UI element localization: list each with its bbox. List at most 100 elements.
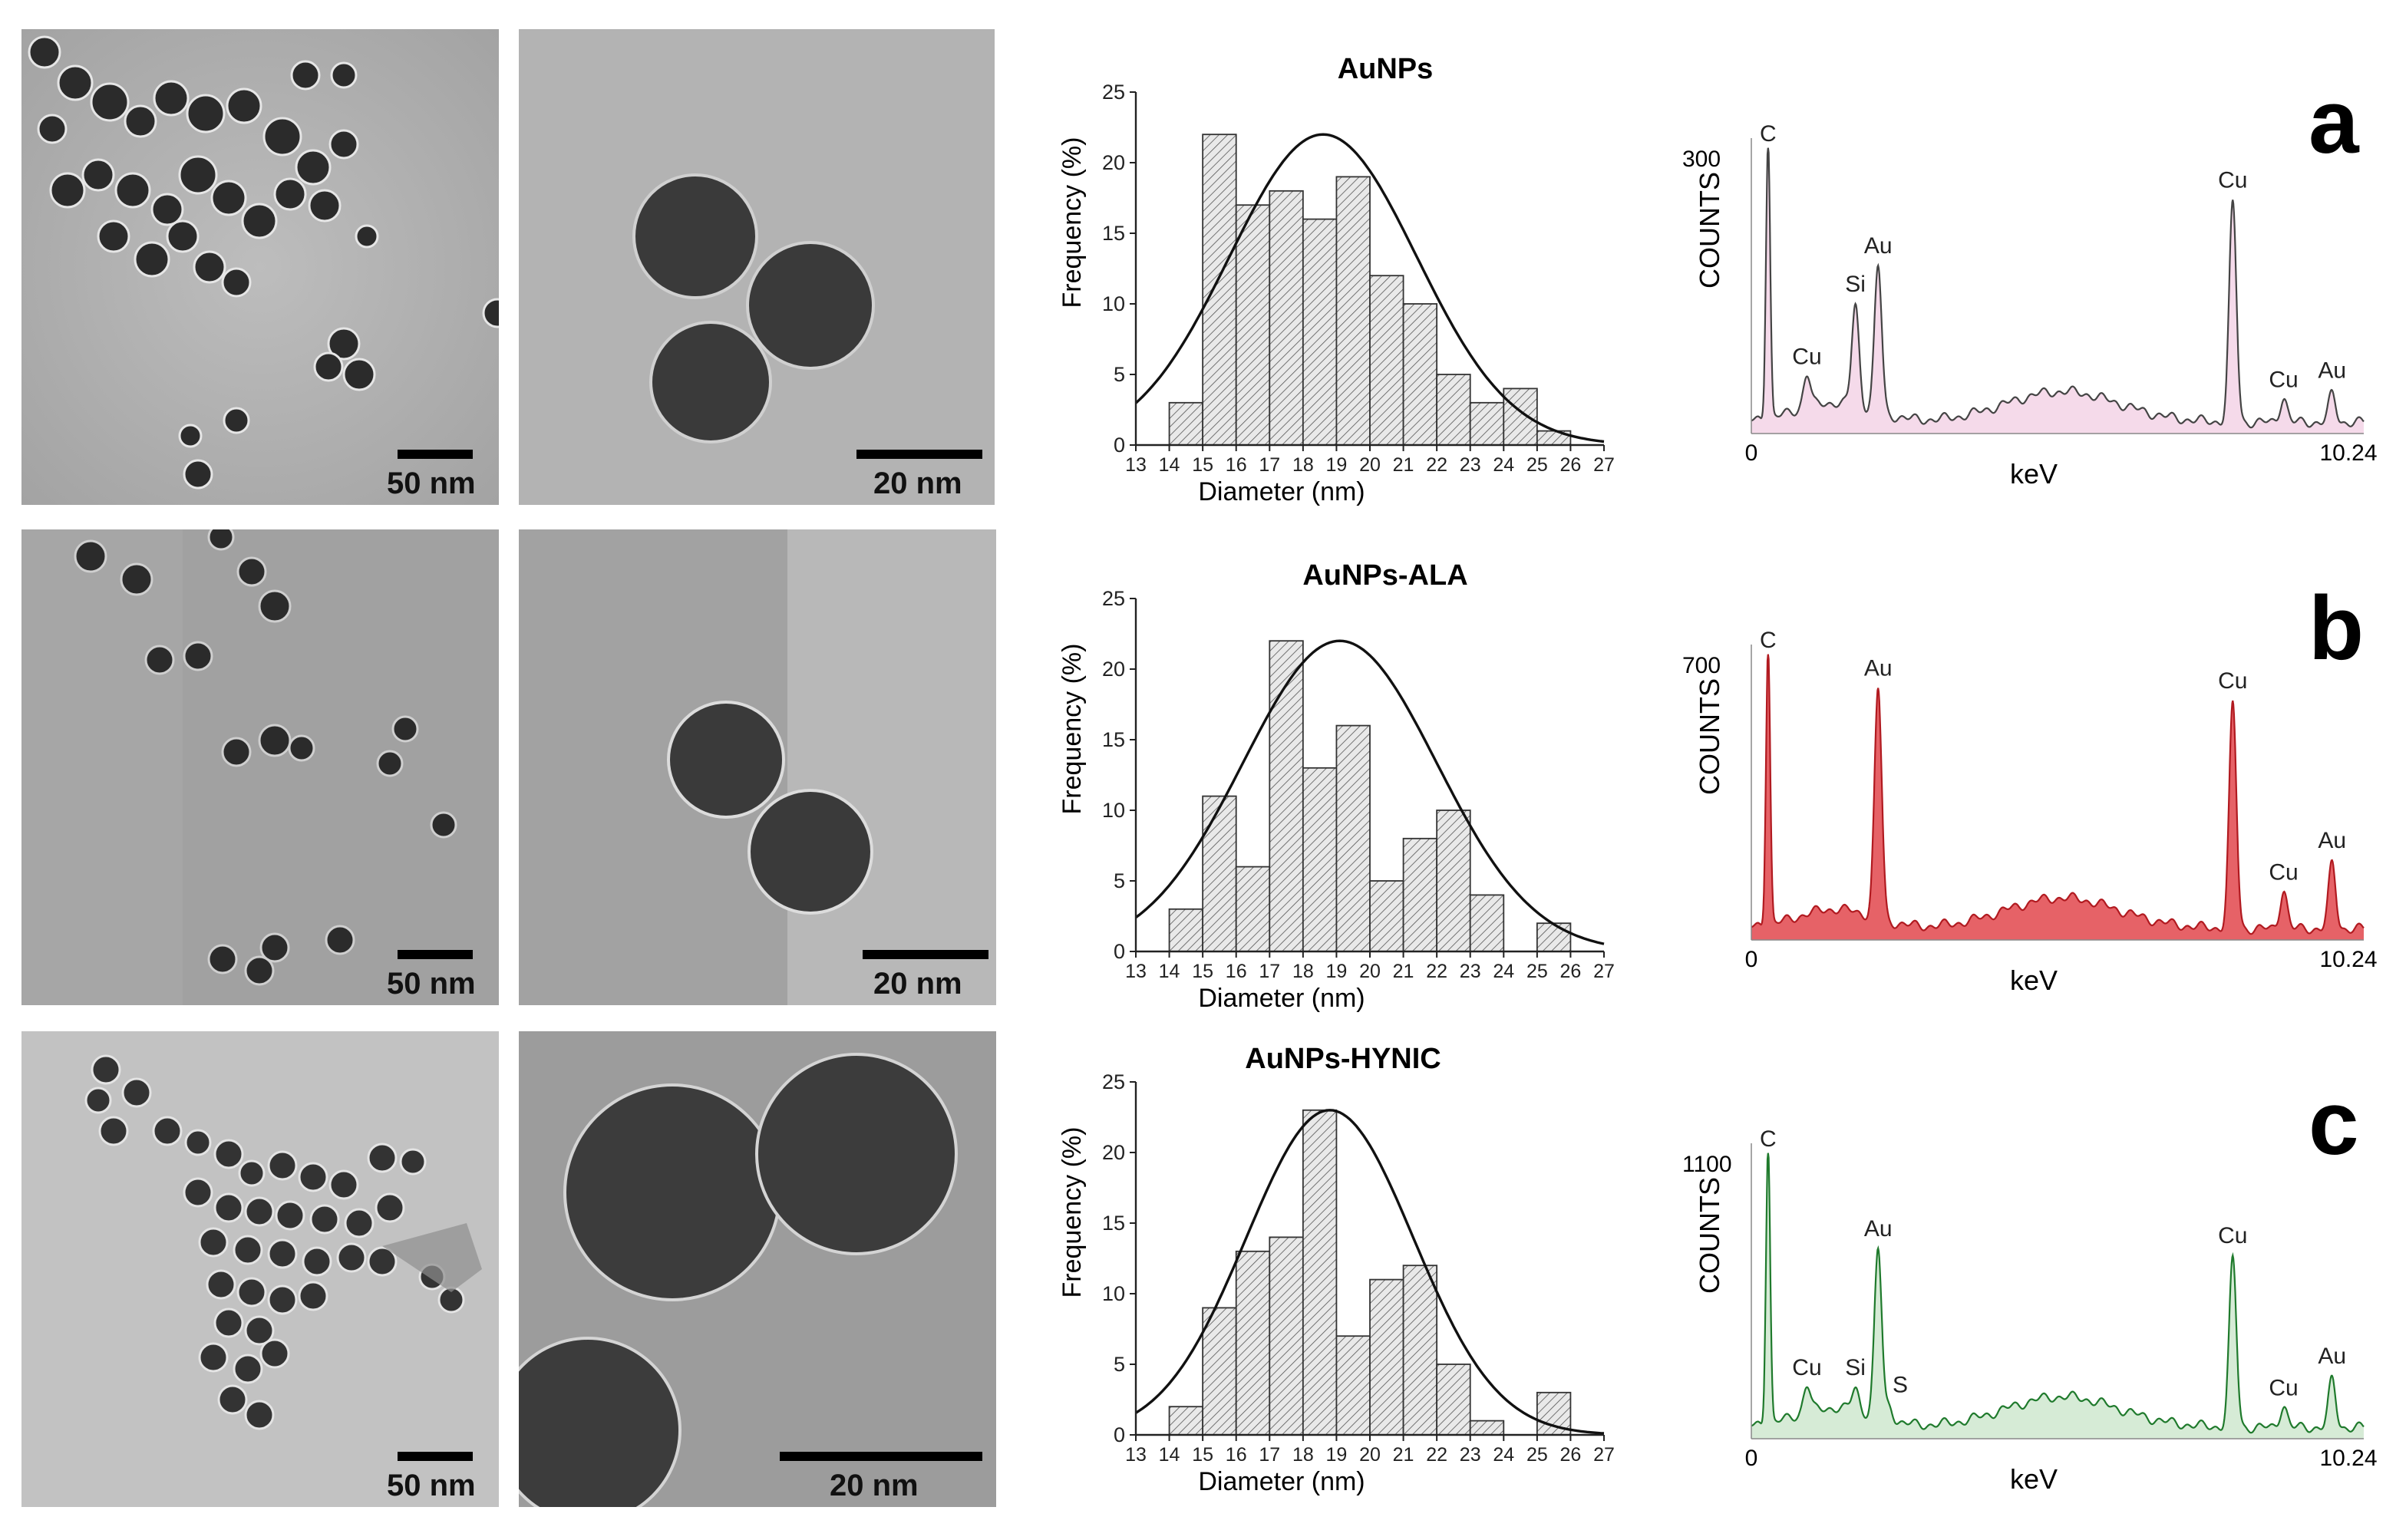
x-tick-label: 24 [1493, 1444, 1514, 1466]
histogram-bar [1235, 1250, 1271, 1436]
scale-bar [863, 950, 988, 959]
peak-label: Au [2318, 828, 2346, 853]
tem-image-low-mag-c: 50 nm [21, 1031, 499, 1507]
spectrum-area [1751, 147, 2364, 434]
peak-label: Au [1864, 1216, 1893, 1242]
tem-micrograph-a2 [519, 29, 995, 505]
peak-label: Cu [2269, 368, 2298, 393]
histogram-bar [1269, 640, 1304, 952]
x-tick-label: 26 [1560, 1444, 1582, 1466]
peak-label: Cu [1792, 344, 1821, 369]
scale-bar-label: 20 nm [873, 467, 962, 500]
histogram-bar [1335, 176, 1371, 446]
histogram-bar [1269, 1236, 1304, 1436]
x-min-label: 0 [1745, 440, 1758, 466]
x-tick-label: 16 [1226, 961, 1247, 982]
y-axis-label: COUNTS [1694, 172, 1725, 289]
x-axis-label: keV [2010, 458, 2058, 490]
y-max-label: 1100 [1682, 1152, 1732, 1177]
peak-label: S [1893, 1373, 1908, 1398]
eds-panel-b: COUNTS 700 0 10.24 keV C Au Cu Cu Au b [1681, 537, 2387, 1028]
eds-spectrum-chart: COUNTS 1100 0 10.24 keV C Cu Si S Au Cu Cu Au [1682, 1126, 2378, 1495]
peak-label: C [1760, 121, 1777, 147]
panel-letter: c [2309, 1073, 2359, 1174]
eds-spectrum-chart: COUNTS 700 0 10.24 keV C Au Cu Cu Au [1682, 628, 2378, 996]
histogram-bar [1503, 387, 1538, 446]
histogram-bar [1335, 1335, 1371, 1436]
x-tick-label: 22 [1426, 961, 1447, 982]
histogram-bar [1369, 1278, 1404, 1436]
x-max-label: 10.24 [2319, 947, 2377, 972]
histogram-bar [1436, 810, 1471, 952]
tem-micrograph-b1 [21, 529, 499, 1005]
x-max-label: 10.24 [2319, 440, 2377, 466]
histogram-bar [1302, 1109, 1338, 1436]
x-tick-label: 20 [1359, 454, 1381, 476]
y-tick-label: 25 [1102, 1070, 1125, 1093]
histogram-panel-b: AuNPs-ALA Diameter (nm) Frequency (%) 13… [1036, 537, 1635, 1028]
eds-panel-a: COUNTS 300 0 10.24 keV C Cu Si Au Cu Cu Au a [1681, 31, 2387, 522]
y-tick-label: 20 [1102, 151, 1125, 174]
scale-bar [856, 450, 982, 459]
eds-panel-c: COUNTS 1100 0 10.24 keV C Cu Si S Au Cu Cu Au c [1681, 1036, 2387, 1527]
histogram-bar [1402, 303, 1438, 446]
peak-label: Au [1864, 656, 1893, 681]
histogram-bar [1436, 1364, 1471, 1436]
histogram-bar [1302, 218, 1338, 446]
tem-image-high-mag-b: 20 nm [519, 529, 996, 1005]
x-tick-label: 14 [1159, 454, 1180, 476]
y-tick-label: 0 [1114, 434, 1125, 457]
x-tick-label: 15 [1192, 961, 1213, 982]
eds-spectrum-chart: COUNTS 300 0 10.24 keV C Cu Si Au Cu Cu Au [1682, 121, 2378, 490]
y-tick-label: 15 [1102, 1212, 1125, 1235]
histogram-chart: AuNPs Diameter (nm) Frequency (%) 13 14 15… [1058, 53, 1615, 506]
y-max-label: 300 [1682, 147, 1721, 172]
x-tick-label: 13 [1125, 961, 1147, 982]
y-tick-label: 25 [1102, 81, 1125, 104]
scale-bar [398, 1452, 473, 1461]
tem-micrograph-c2 [519, 1031, 996, 1507]
scale-bar-label: 20 nm [873, 967, 962, 1001]
x-tick-label: 19 [1326, 454, 1348, 476]
x-axis-label: keV [2010, 965, 2058, 996]
x-tick-label: 22 [1426, 454, 1447, 476]
x-tick-label: 27 [1593, 1444, 1615, 1466]
histogram-bar [1168, 1406, 1204, 1436]
peak-label: Cu [2218, 167, 2247, 193]
peak-label: Au [2318, 1344, 2346, 1369]
histogram-bar [1235, 866, 1271, 952]
gaussian-fit-curve [1135, 1109, 1605, 1435]
x-tick-label: 25 [1526, 1444, 1548, 1466]
histogram-panel-c: AuNPs-HYNIC Diameter (nm) Frequency (%) … [1036, 1021, 1635, 1512]
x-min-label: 0 [1745, 947, 1758, 972]
x-tick-label: 19 [1326, 961, 1348, 982]
y-tick-label: 5 [1114, 363, 1125, 386]
spectrum-line [1751, 654, 2365, 935]
x-tick-label: 15 [1192, 454, 1213, 476]
peak-label: Cu [2269, 859, 2298, 885]
peak-label: Cu [2269, 1375, 2298, 1400]
histogram-bar [1469, 401, 1505, 446]
scale-bar-label: 50 nm [387, 467, 476, 500]
y-tick-label: 0 [1114, 1423, 1125, 1446]
histogram-bar [1235, 204, 1271, 446]
y-axis-label: Frequency (%) [1058, 1127, 1087, 1298]
x-tick-label: 23 [1460, 1444, 1481, 1466]
x-tick-label: 16 [1226, 454, 1247, 476]
panel-letter: b [2309, 578, 2365, 679]
tem-micrograph-b2 [519, 529, 996, 1005]
scale-bar-label: 50 nm [387, 967, 476, 1001]
y-tick-label: 10 [1102, 1282, 1125, 1305]
x-tick-label: 13 [1125, 454, 1147, 476]
y-tick-label: 15 [1102, 222, 1125, 245]
x-tick-label: 17 [1259, 961, 1280, 982]
gaussian-fit-curve [1134, 133, 1605, 444]
x-tick-label: 21 [1393, 1444, 1414, 1466]
x-tick-label: 15 [1192, 1444, 1213, 1466]
spectrum-area [1751, 654, 2364, 940]
scale-bar-label: 20 nm [830, 1469, 919, 1502]
peak-label: Au [1864, 233, 1893, 259]
x-tick-label: 22 [1426, 1444, 1447, 1466]
peak-label: C [1760, 1126, 1777, 1152]
x-tick-label: 18 [1292, 454, 1314, 476]
